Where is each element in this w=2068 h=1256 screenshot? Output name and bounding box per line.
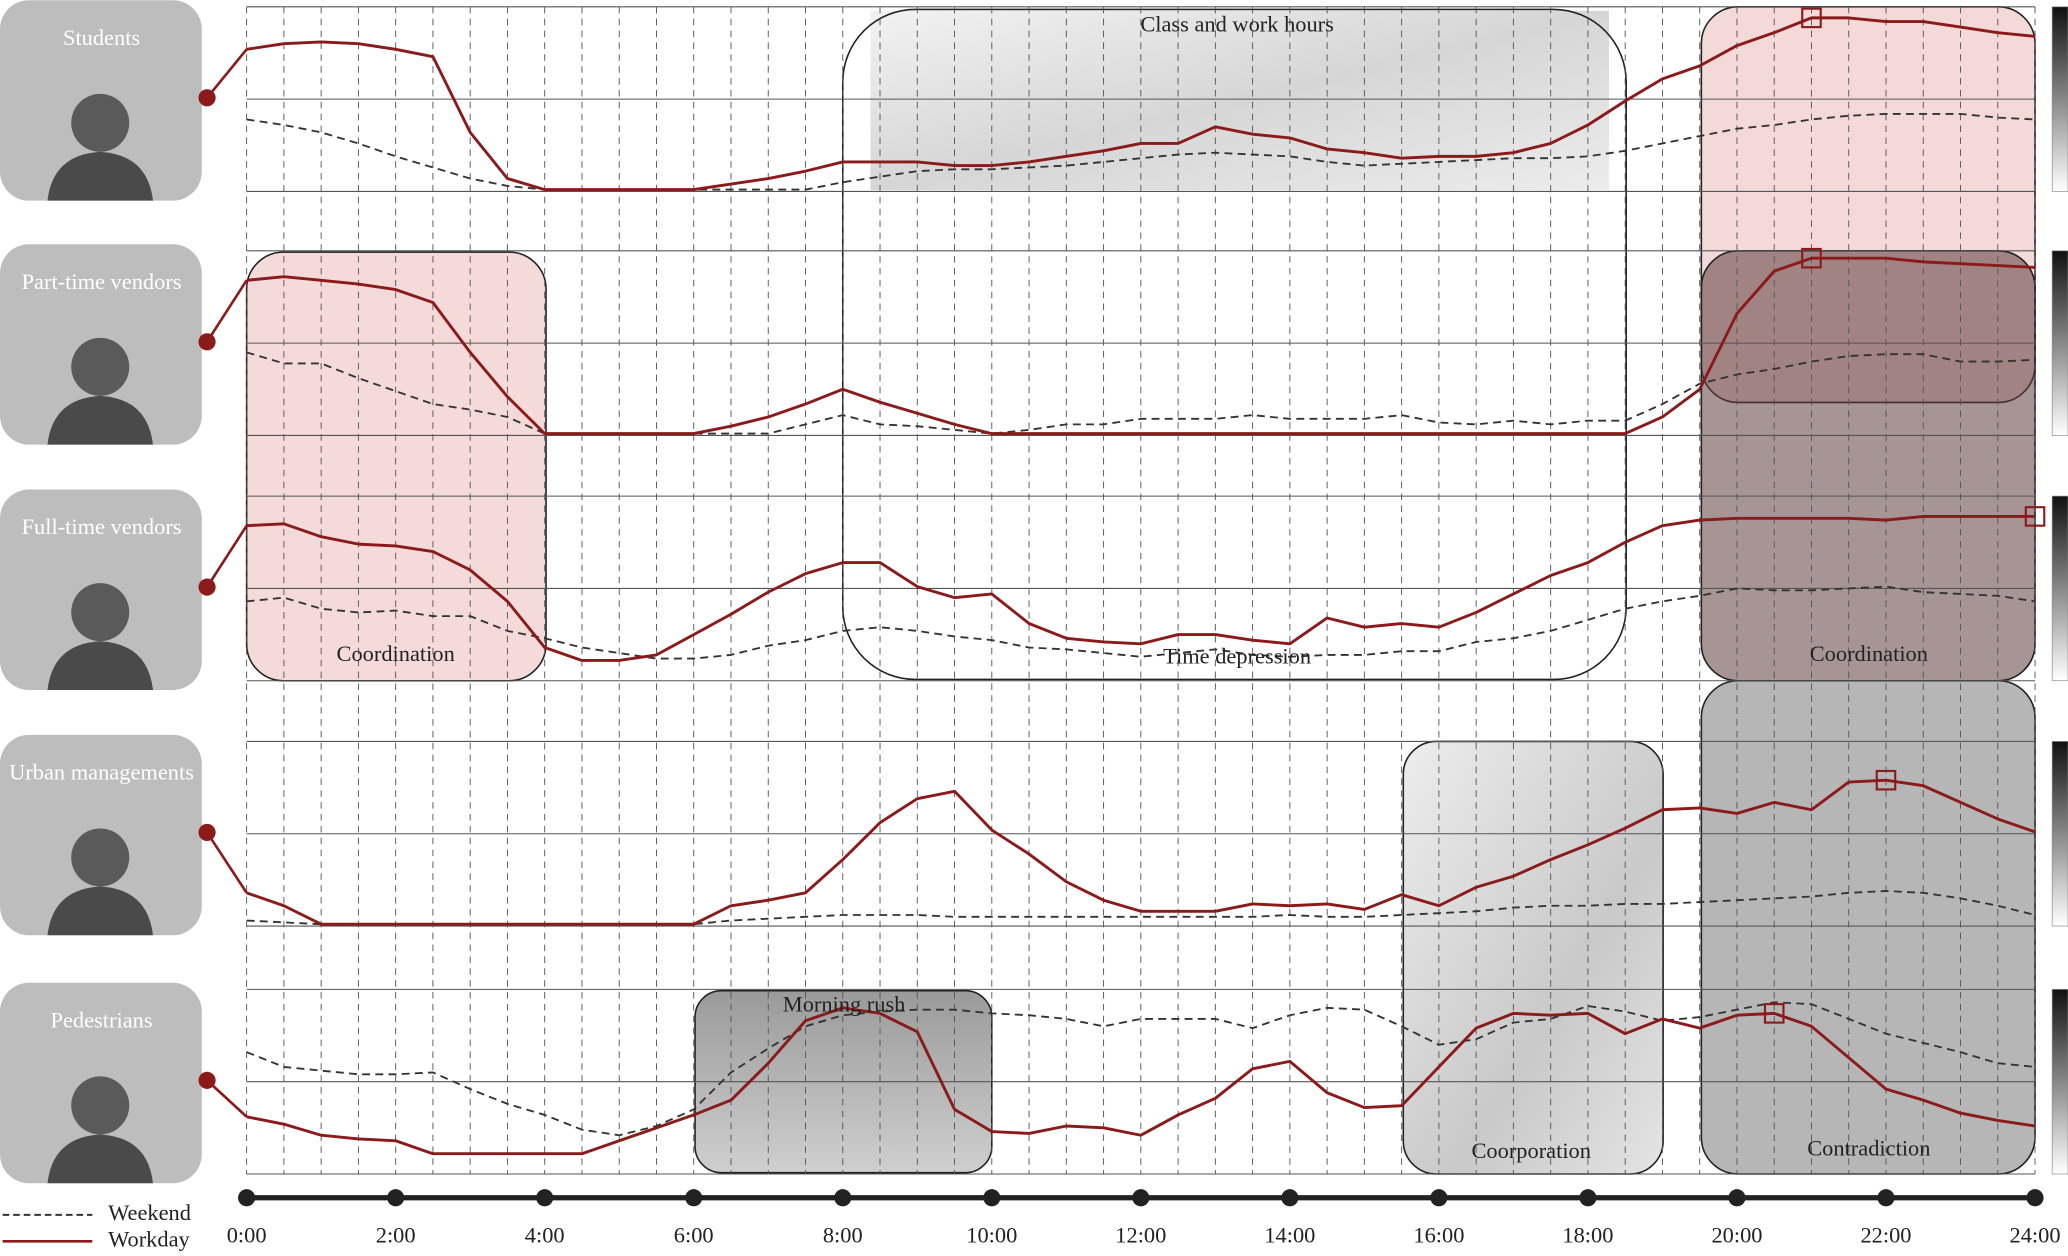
- annotation: Coordination: [337, 641, 455, 666]
- peak-marker: [2024, 506, 2046, 527]
- workday-line: [246, 16, 2036, 192]
- avatar-head: [71, 583, 130, 642]
- x-tick: [1281, 1189, 1299, 1207]
- x-tick-label: 0:00: [227, 1222, 267, 1247]
- x-tick: [238, 1189, 256, 1207]
- x-tick: [1579, 1189, 1597, 1207]
- x-tick: [834, 1189, 852, 1207]
- intensity-scale: [2051, 6, 2068, 192]
- peak-marker: [1801, 7, 1822, 29]
- x-tick-label: 20:00: [1711, 1222, 1762, 1247]
- annotation: Class and work hours: [1140, 12, 1334, 37]
- peak-marker: [1801, 247, 1822, 269]
- x-tick-label: 16:00: [1413, 1222, 1464, 1247]
- x-tick-label: 6:00: [674, 1222, 714, 1247]
- weekend-line: [246, 1001, 2036, 1137]
- plot-area: [246, 6, 2046, 1175]
- x-tick-label: 12:00: [1115, 1222, 1166, 1247]
- avatar-head: [71, 828, 130, 887]
- weekend-line: [246, 890, 2036, 926]
- stakeholder-name: Full-time vendors: [22, 514, 182, 539]
- intensity-scale: [2051, 741, 2068, 927]
- avatar-head: [71, 93, 130, 152]
- connector: [205, 831, 248, 894]
- avatar-head: [71, 337, 130, 396]
- x-tick-label: 2:00: [376, 1222, 416, 1247]
- annotation: Coordination: [1810, 641, 1928, 666]
- coordination-box-right: [1700, 250, 2036, 682]
- workday-line: [246, 778, 2036, 926]
- avatar-body: [47, 395, 153, 445]
- x-tick: [1728, 1189, 1746, 1207]
- connector-dot: [198, 1071, 216, 1089]
- x-tick-label: 14:00: [1264, 1222, 1315, 1247]
- connector-dot: [198, 333, 216, 351]
- annotation: Morning rush: [783, 992, 906, 1017]
- x-tick: [536, 1189, 554, 1207]
- connector-dot: [198, 89, 216, 107]
- avatar-body: [47, 886, 153, 936]
- stakeholder-name: Urban managements: [9, 760, 194, 785]
- x-tick-label: 24:00: [2010, 1222, 2061, 1247]
- intensity-scale: [2051, 250, 2068, 436]
- workday-line: [246, 1006, 2036, 1156]
- weekend-line: [246, 585, 2036, 660]
- x-tick: [1430, 1189, 1448, 1207]
- avatar-head: [71, 1076, 130, 1135]
- weekend-line: [246, 351, 2036, 435]
- stakeholder-name: Part-time vendors: [22, 269, 182, 294]
- stakeholder-name: Pedestrians: [51, 1007, 153, 1032]
- avatar-body: [47, 1134, 153, 1184]
- x-tick-label: 4:00: [525, 1222, 565, 1247]
- x-tick-label: 18:00: [1562, 1222, 1613, 1247]
- avatar-body: [47, 641, 153, 690]
- stakeholder-name: Students: [63, 25, 140, 50]
- coordination-box-left: [245, 251, 547, 682]
- peak-marker: [1875, 769, 1897, 791]
- x-tick: [1877, 1189, 1895, 1207]
- avatar-body: [47, 151, 153, 201]
- annotation: Time depression: [1163, 643, 1311, 668]
- peak-marker: [1763, 1003, 1785, 1024]
- legend-label: Workday: [108, 1226, 190, 1251]
- x-tick-label: 10:00: [966, 1222, 1017, 1247]
- annotation: Coorporation: [1471, 1138, 1590, 1163]
- annotation-boxes: [245, 6, 2036, 1175]
- intensity-scale: [2051, 989, 2068, 1175]
- x-tick-label: 22:00: [1860, 1222, 1911, 1247]
- coorporation-box: [1402, 740, 1664, 1175]
- x-tick: [685, 1189, 703, 1207]
- intensity-scale: [2051, 495, 2068, 682]
- workday-line: [246, 514, 2036, 662]
- connector: [206, 48, 248, 99]
- annotation: Contradiction: [1807, 1135, 1930, 1160]
- x-tick-label: 8:00: [823, 1222, 863, 1247]
- x-tick: [387, 1189, 405, 1207]
- connector: [205, 279, 248, 343]
- photo-class: [870, 10, 1610, 191]
- connector-dot: [198, 578, 216, 596]
- x-tick: [1132, 1189, 1150, 1207]
- connector: [205, 524, 248, 588]
- connector: [206, 1079, 248, 1118]
- connector-dot: [198, 823, 216, 841]
- contradiction-box: [1700, 679, 2036, 1175]
- x-tick: [2026, 1189, 2044, 1207]
- legend-label: Weekend: [108, 1200, 191, 1225]
- x-tick: [983, 1189, 1001, 1207]
- workday-line: [246, 256, 2036, 436]
